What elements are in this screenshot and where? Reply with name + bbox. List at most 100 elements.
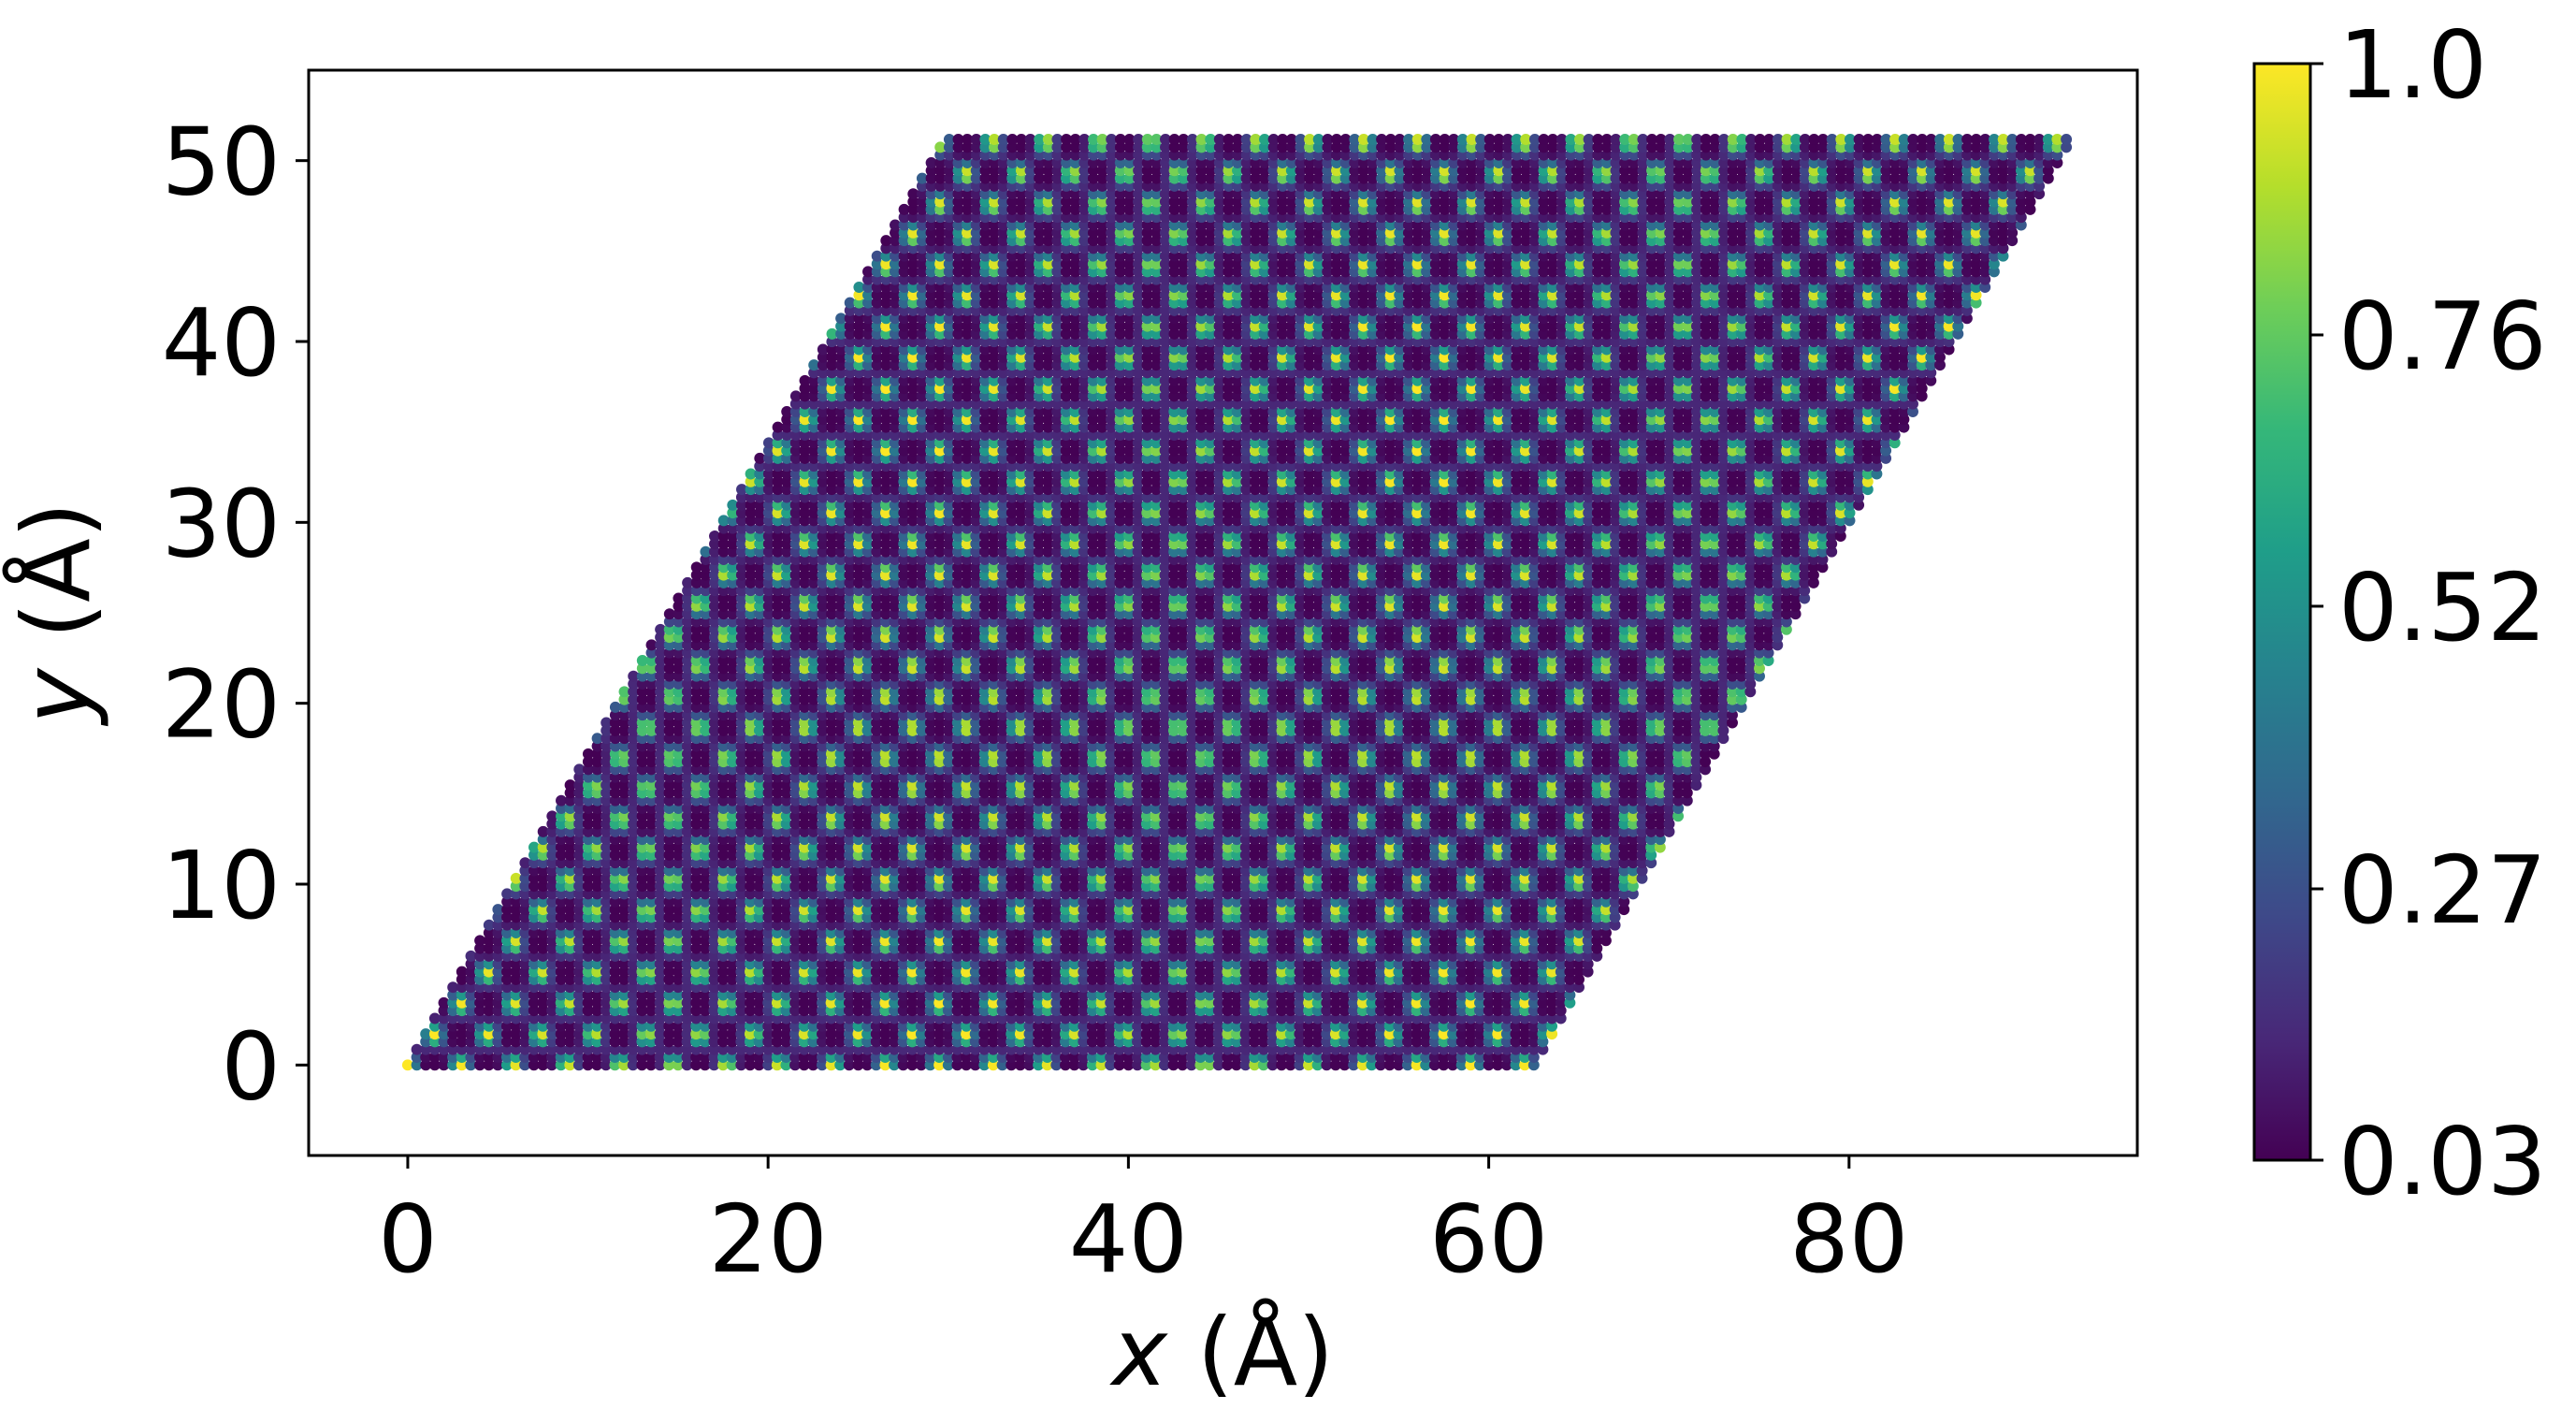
data-point (915, 1043, 927, 1055)
data-point (618, 1052, 630, 1063)
data-point (1212, 1028, 1224, 1040)
data-point (1006, 1036, 1018, 1048)
data-point (483, 1052, 495, 1063)
data-point (924, 1012, 936, 1024)
data-point (762, 1005, 774, 1017)
data-point (1167, 1043, 1179, 1055)
data-point (1339, 1012, 1351, 1024)
data-point (681, 1020, 693, 1032)
data-point (1483, 1052, 1495, 1063)
data-point (573, 989, 585, 1001)
data-point (1383, 1059, 1396, 1071)
data-point (933, 1052, 946, 1063)
data-point (699, 1020, 711, 1032)
data-point (1185, 1020, 1197, 1032)
data-point (546, 1052, 557, 1063)
data-point (1204, 989, 1216, 1001)
data-point (1329, 1005, 1341, 1017)
data-point (708, 996, 720, 1009)
data-point (1492, 996, 1504, 1009)
data-point (456, 1020, 468, 1032)
data-point (1375, 1005, 1387, 1017)
data-point (1483, 1036, 1495, 1048)
data-point (798, 996, 810, 1009)
data-point (1060, 1012, 1071, 1024)
data-point (735, 996, 747, 1009)
data-point (510, 1059, 522, 1071)
data-point (1284, 1059, 1296, 1071)
data-point (492, 1012, 504, 1024)
data-point (636, 1059, 648, 1071)
data-point (889, 1052, 900, 1063)
data-point (861, 1036, 874, 1048)
data-point (1366, 989, 1378, 1001)
data-point (1527, 1012, 1540, 1024)
data-point (1212, 996, 1224, 1009)
data-point (1041, 1020, 1053, 1032)
data-point (1150, 1005, 1162, 1017)
data-point (745, 1012, 756, 1024)
data-point (726, 1043, 738, 1055)
data-point (456, 1059, 468, 1071)
data-point (1159, 996, 1170, 1009)
data-point (681, 1012, 693, 1024)
data-point (1303, 1043, 1314, 1055)
data-point (1339, 1052, 1351, 1063)
data-point (834, 1036, 847, 1048)
data-point (1249, 1059, 1261, 1071)
data-point (817, 1005, 828, 1017)
data-point (1150, 996, 1162, 1009)
data-point (1167, 1028, 1179, 1040)
data-point (1159, 989, 1170, 1001)
data-point (1356, 989, 1368, 1001)
data-point (627, 981, 639, 994)
data-point (834, 1028, 847, 1040)
data-point (1204, 1020, 1216, 1032)
data-point (428, 1052, 441, 1063)
data-point (555, 989, 567, 1001)
data-point (1411, 989, 1423, 1001)
data-point (906, 1052, 919, 1063)
data-point (564, 1036, 576, 1048)
data-point (1393, 1028, 1405, 1040)
data-point (591, 1043, 603, 1055)
data-point (474, 1036, 485, 1048)
data-point (1122, 989, 1135, 1001)
data-point (1375, 996, 1387, 1009)
data-point (798, 1012, 810, 1024)
data-point (771, 989, 783, 1001)
data-point (609, 1012, 621, 1024)
data-point (428, 1028, 441, 1040)
data-point (1231, 1005, 1242, 1017)
data-point (1140, 1020, 1152, 1032)
data-point (428, 1059, 441, 1071)
data-point (1060, 1020, 1071, 1032)
data-point (1311, 1028, 1324, 1040)
data-point (672, 996, 684, 1009)
data-point (1204, 996, 1216, 1009)
data-point (573, 996, 585, 1009)
data-point (591, 981, 603, 994)
data-point (555, 1028, 567, 1040)
data-point (699, 989, 711, 1001)
data-point (906, 989, 919, 1001)
data-point (1428, 989, 1440, 1001)
data-point (600, 981, 612, 994)
data-point (600, 1052, 612, 1063)
data-point (645, 1020, 657, 1032)
data-point (654, 996, 666, 1009)
data-point (1500, 1052, 1512, 1063)
data-point (627, 1012, 639, 1024)
data-point (1050, 1036, 1063, 1048)
data-point (519, 1028, 531, 1040)
data-point (411, 1043, 423, 1055)
data-point (1140, 1005, 1152, 1017)
data-point (1438, 996, 1450, 1009)
data-point (1420, 1012, 1432, 1024)
data-point (1113, 996, 1125, 1009)
data-point (1311, 1005, 1324, 1017)
data-point (1122, 1020, 1135, 1032)
data-point (834, 1005, 847, 1017)
data-point (870, 1043, 882, 1055)
data-point (1455, 1005, 1468, 1017)
